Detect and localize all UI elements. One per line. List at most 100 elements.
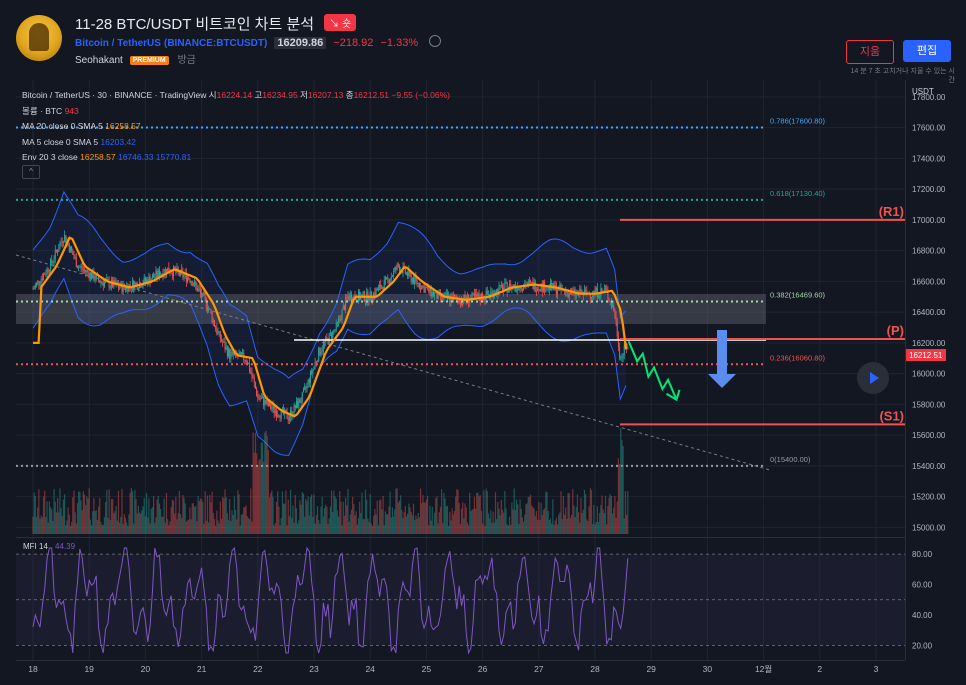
exchange-link[interactable]: (BINANCE:BTCUSDT) [164, 38, 268, 49]
volume-bar [384, 511, 387, 534]
fibonacci-levels[interactable]: 0.786(17600.80) 0.618(17130.40) 0.382(1646… [16, 117, 826, 467]
trend-line[interactable] [15, 254, 771, 471]
volume-bar [219, 501, 221, 534]
volume-bar [75, 523, 77, 534]
candle-body [109, 286, 111, 288]
volume-bar [274, 523, 276, 534]
candle-body [395, 267, 397, 270]
volume-bar [68, 514, 70, 534]
candle-body [490, 292, 492, 296]
volume-bar [311, 494, 313, 534]
author-name[interactable]: Seohakant [75, 55, 123, 66]
volume-bar [555, 517, 557, 534]
volume-bar [532, 507, 534, 534]
candle-body [39, 283, 41, 285]
projection-drawing[interactable] [627, 340, 681, 402]
time-axis[interactable]: 18 19 20 21 22 23 24 25 26 27 28 29 30 12월 2 3 [28, 664, 878, 674]
delete-button[interactable]: 지움 [846, 40, 894, 64]
volume-bar [394, 509, 396, 534]
volume-bar [178, 490, 180, 534]
candle-body [493, 294, 495, 298]
volume-bar [109, 519, 111, 534]
candle-body [36, 282, 38, 285]
volume-bar [300, 504, 302, 534]
candle-body [190, 281, 192, 282]
candle-body [212, 320, 214, 323]
volume-bar [82, 491, 84, 534]
legend-symbol[interactable]: Bitcoin / TetherUS · 30 · BINANCE · Trad… [22, 90, 207, 100]
volume-bar [186, 520, 189, 534]
volume-bar [73, 490, 75, 534]
volume-bar [594, 524, 596, 534]
volume-bar [409, 507, 411, 534]
volume-bar [556, 524, 559, 534]
volume-bar [596, 506, 598, 534]
candle-body [594, 291, 596, 294]
candle-body [407, 272, 409, 277]
down-arrow-icon[interactable] [708, 330, 736, 388]
legend-env-row[interactable]: Env 20 3 close 16258.57 16746.33 15770.8… [22, 152, 192, 162]
alarm-clock-icon[interactable] [429, 35, 442, 47]
price-axis[interactable]: 17800.00 17600.00 17400.00 17200.00 17000.00… [912, 93, 946, 532]
candle-body [507, 288, 509, 293]
candle-body [350, 294, 352, 302]
volume-bar [400, 495, 402, 534]
volume-bar [408, 503, 410, 534]
candle-body [258, 396, 260, 399]
volume-bar [367, 518, 369, 534]
candle-body [58, 249, 60, 253]
candle-body [390, 276, 392, 280]
candle-body [72, 250, 74, 255]
volume-bar [263, 461, 265, 534]
candle-body [612, 305, 614, 307]
candle-body [424, 287, 426, 293]
mfi-tick-label: 60.00 [912, 581, 933, 590]
candle-body [333, 330, 335, 332]
range-zone[interactable] [16, 294, 766, 324]
symbol-link[interactable]: Bitcoin / TetherUS [75, 38, 161, 49]
volume-bar [191, 503, 193, 534]
volume-bar [254, 432, 257, 534]
candle-body [388, 278, 390, 284]
volume-bar [573, 505, 575, 534]
premium-badge: PREMIUM [129, 56, 169, 65]
volume-bar [282, 503, 285, 534]
candle-body [161, 273, 163, 275]
mfi-tick-label: 80.00 [912, 550, 933, 559]
volume-bar [275, 501, 278, 534]
volume-bar [456, 489, 458, 534]
volume-bar [238, 494, 240, 534]
candle-body [319, 348, 321, 355]
volume-bar [158, 503, 161, 534]
candle-body [59, 243, 61, 250]
volume-bar [160, 508, 162, 534]
legend-volume-row[interactable]: 볼륨 · BTC 943 [22, 105, 79, 116]
legend-collapse-button[interactable]: ^ [22, 165, 40, 179]
legend-ma20-row[interactable]: MA 20 close 0 SMA 5 16258.57 [22, 121, 141, 131]
candle-body [318, 348, 320, 362]
candle-body [249, 363, 251, 372]
key-levels[interactable]: (R1) (P) (S1) [620, 204, 905, 426]
candle-body [473, 293, 475, 296]
volume-bar [224, 489, 226, 534]
projection-arrowhead [665, 389, 681, 402]
candle-body [264, 399, 266, 406]
candle-body [157, 270, 159, 278]
candle-body [417, 282, 419, 285]
author-avatar[interactable] [16, 15, 62, 61]
volume-bar [361, 492, 363, 534]
volume-bar [326, 506, 328, 534]
volume-bar [348, 521, 350, 534]
volume-bar [357, 518, 360, 534]
edit-button[interactable]: 편집 [903, 40, 951, 62]
volume-bar [518, 523, 520, 534]
volume-bar [92, 511, 94, 534]
play-button[interactable] [857, 362, 889, 394]
volume-bar [130, 488, 132, 534]
volume-bar [80, 500, 82, 534]
legend-ma5-row[interactable]: MA 5 close 0 SMA 5 16203.42 [22, 136, 136, 147]
volume-bar [615, 517, 617, 534]
volume-bar [482, 523, 484, 534]
candle-body [209, 308, 211, 310]
